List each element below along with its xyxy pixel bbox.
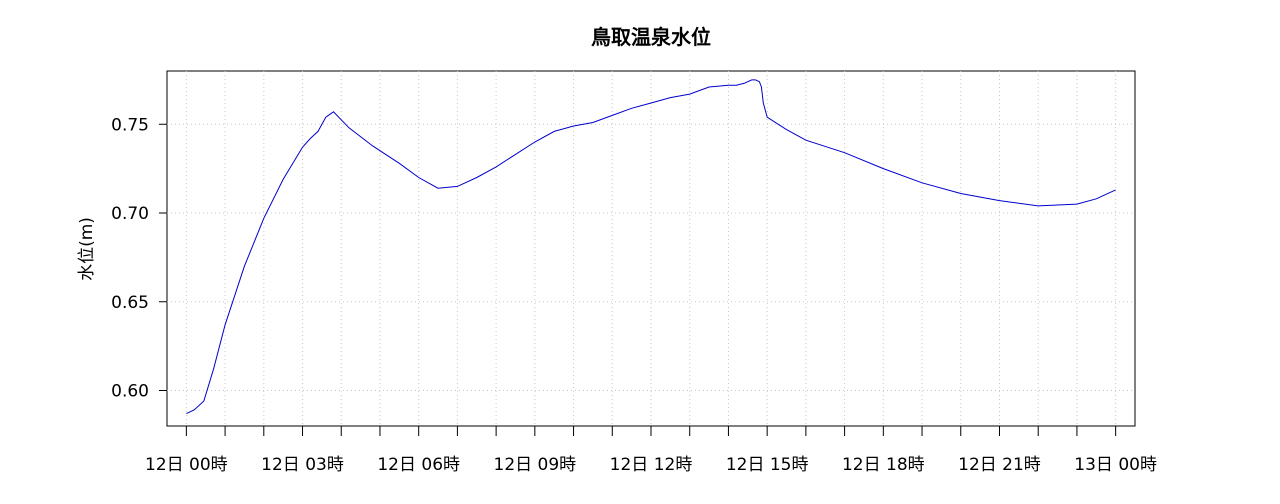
chart-title: 鳥取温泉水位 <box>591 25 711 49</box>
y-axis-label: 水位(m) <box>77 217 97 281</box>
y-tick-label: 0.65 <box>111 293 149 313</box>
x-tick-label: 13日 00時 <box>1074 455 1157 475</box>
grid-lines <box>167 71 1135 426</box>
water-level-series-line <box>186 79 1116 415</box>
x-tick-label: 12日 03時 <box>261 455 344 475</box>
x-tick-label: 12日 15時 <box>726 455 809 475</box>
y-tick-label: 0.75 <box>111 115 149 135</box>
x-tick-label: 12日 18時 <box>842 455 925 475</box>
x-tick-label: 12日 21時 <box>958 455 1041 475</box>
x-tick-label: 12日 12時 <box>610 455 693 475</box>
series-layer <box>186 79 1116 415</box>
axes: 12日 00時 12日 03時 12日 06時 12日 09時 12日 12時 12日 1… <box>111 115 1157 475</box>
x-tick-label: 12日 00時 <box>145 455 228 475</box>
x-tick-label: 12日 06時 <box>377 455 460 475</box>
y-tick-label: 0.70 <box>111 204 149 224</box>
x-tick-label: 12日 09時 <box>494 455 577 475</box>
y-tick-label: 0.60 <box>111 382 149 402</box>
